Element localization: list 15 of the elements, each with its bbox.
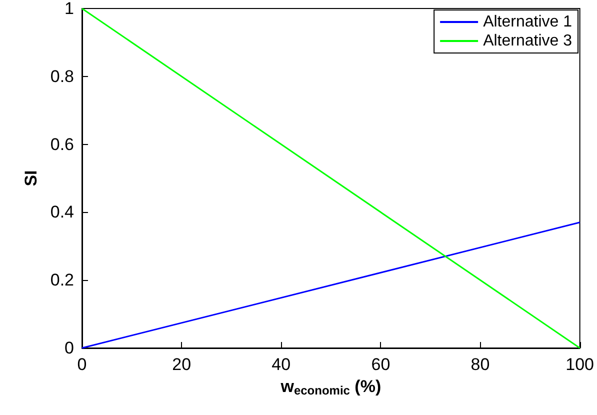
legend-label: Alternative 3 bbox=[483, 32, 572, 50]
y-tick-label: 1 bbox=[64, 0, 74, 18]
y-tick-label: 0.4 bbox=[50, 202, 74, 222]
x-tick-label: 80 bbox=[470, 355, 490, 374]
y-tick-label: 0 bbox=[64, 338, 74, 358]
y-tick-label: 0.6 bbox=[50, 134, 74, 154]
x-tick-label: 40 bbox=[272, 355, 291, 374]
x-tick-label: 60 bbox=[371, 355, 390, 374]
y-axis-title: SI bbox=[21, 170, 40, 186]
x-tick-label: 100 bbox=[566, 355, 594, 374]
y-tick-label: 0.8 bbox=[50, 66, 74, 86]
x-tick-label: 20 bbox=[172, 355, 192, 374]
x-tick-label: 0 bbox=[77, 355, 87, 374]
legend-label: Alternative 1 bbox=[483, 14, 572, 30]
y-tick-label: 0.2 bbox=[50, 270, 74, 290]
